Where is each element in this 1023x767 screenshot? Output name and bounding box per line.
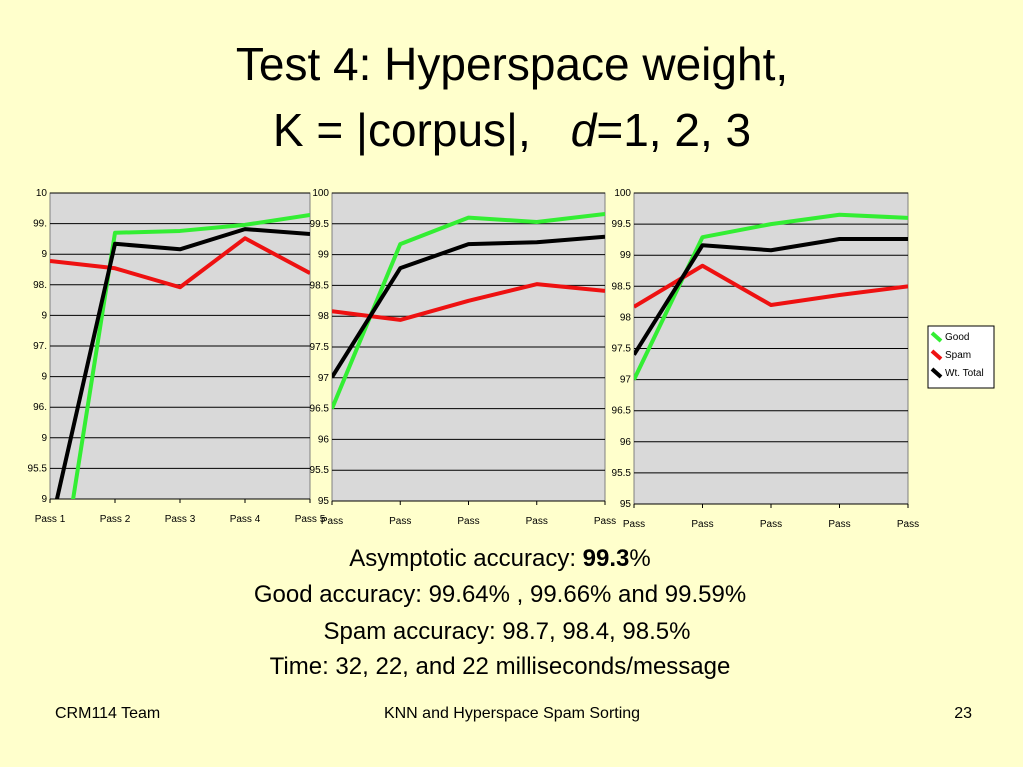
body-line: Time: 32, 22, and 22 milliseconds/messag… xyxy=(270,653,731,680)
legend-swatch xyxy=(930,349,943,361)
y-tick-label: 95 xyxy=(620,499,632,510)
y-tick-label: 9 xyxy=(41,372,47,383)
y-tick-label: 97.5 xyxy=(612,344,632,355)
y-tick-label: 96. xyxy=(33,402,47,413)
y-tick-label: 98.5 xyxy=(612,281,632,292)
legend-label: Wt. Total xyxy=(945,368,984,379)
x-tick-label: Pass 3 xyxy=(165,514,196,525)
y-tick-label: 96 xyxy=(620,437,632,448)
y-tick-label: 100 xyxy=(312,188,329,199)
footer-right: 23 xyxy=(954,705,972,722)
series-line xyxy=(54,227,310,499)
x-tick-label: Pass xyxy=(623,519,645,530)
y-tick-label: 98.5 xyxy=(310,280,330,291)
x-tick-label: Pass 4 xyxy=(230,514,261,525)
chart: 95 95.5 96 96.5 97 97.5 98 98.5 99 99.5 100 Pass Pas… xyxy=(310,188,617,527)
y-tick-label: 99.5 xyxy=(310,219,330,230)
series-line xyxy=(71,213,310,499)
series-line xyxy=(332,211,605,410)
x-tick-label: Pass 2 xyxy=(100,514,131,525)
y-tick-label: 9 xyxy=(41,433,47,444)
x-tick-label: Pass xyxy=(526,516,548,527)
legend-label: Spam xyxy=(945,350,971,361)
x-tick-label: Pass xyxy=(897,519,919,530)
legend-swatch xyxy=(930,331,943,343)
y-tick-label: 96.5 xyxy=(310,404,330,415)
y-tick-label: 100 xyxy=(614,188,631,199)
footer-left: CRM114 Team xyxy=(55,705,160,722)
series-line xyxy=(332,234,605,379)
x-tick-label: Pass 5 xyxy=(295,514,326,525)
x-tick-label: Pass xyxy=(760,519,782,530)
y-tick-label: 98 xyxy=(620,312,632,323)
y-tick-label: 10 xyxy=(36,188,48,199)
title-line: Test 4: Hyperspace weight, xyxy=(236,38,788,90)
x-tick-label: Pass xyxy=(828,519,850,530)
title-text: K = |corpus|, xyxy=(273,104,531,156)
x-tick-label: Pass 1 xyxy=(35,514,66,525)
y-tick-label: 97 xyxy=(318,373,330,384)
y-tick-label: 99 xyxy=(620,250,632,261)
y-tick-label: 9 xyxy=(41,310,47,321)
body-line: Asymptotic accuracy: 99.3% xyxy=(349,545,650,572)
y-tick-label: 98. xyxy=(33,280,47,291)
title-var: d xyxy=(571,104,598,156)
y-tick-label: 97 xyxy=(620,375,632,386)
footer-center: KNN and Hyperspace Spam Sorting xyxy=(384,705,640,722)
x-tick-label: Pass xyxy=(457,516,479,527)
series-group xyxy=(634,212,908,381)
y-tick-label: 99 xyxy=(318,250,330,261)
y-tick-label: 95.5 xyxy=(28,463,48,474)
body-bold: 99.3 xyxy=(583,545,630,572)
y-tick-label: 99. xyxy=(33,219,47,230)
title-text: =1, 2, 3 xyxy=(596,104,751,156)
y-tick-label: 9 xyxy=(41,249,47,260)
body-text: Asymptotic accuracy: xyxy=(349,545,582,572)
y-tick-label: 95.5 xyxy=(612,468,632,479)
x-tick-label: Pass xyxy=(389,516,411,527)
x-tick-label: Pass xyxy=(691,519,713,530)
series-group xyxy=(332,211,605,410)
y-tick-label: 9 xyxy=(41,494,47,505)
y-tick-label: 97.5 xyxy=(310,342,330,353)
y-tick-label: 96 xyxy=(318,434,330,445)
title-line: K = |corpus|, d=1, 2, 3 xyxy=(273,104,751,156)
y-tick-label: 97. xyxy=(33,341,47,352)
series-line xyxy=(634,237,908,356)
chart: 9 95.5 9 96. 9 97. 9 98. 9 99. 10 Pass 1 Pass 2 Pass … xyxy=(28,188,326,525)
x-tick-label: Pass xyxy=(594,516,616,527)
body-line: Spam accuracy: 98.7, 98.4, 98.5% xyxy=(324,618,691,645)
y-tick-label: 95.5 xyxy=(310,465,330,476)
series-line xyxy=(50,236,310,290)
body-line: Good accuracy: 99.64% , 99.66% and 99.59… xyxy=(254,581,746,608)
series-line xyxy=(332,282,605,322)
x-tick-label: Pass xyxy=(321,516,343,527)
y-tick-label: 96.5 xyxy=(612,406,632,417)
legend-label: Good xyxy=(945,332,969,343)
y-tick-label: 95 xyxy=(318,496,330,507)
legend-swatch xyxy=(930,367,943,379)
series-group xyxy=(50,213,310,499)
y-tick-label: 99.5 xyxy=(612,219,632,230)
body-text: % xyxy=(629,545,650,572)
y-tick-label: 98 xyxy=(318,311,330,322)
chart: 95 95.5 96 96.5 97 97.5 98 98.5 99 99.5 100 Pass Pas… xyxy=(612,188,995,530)
